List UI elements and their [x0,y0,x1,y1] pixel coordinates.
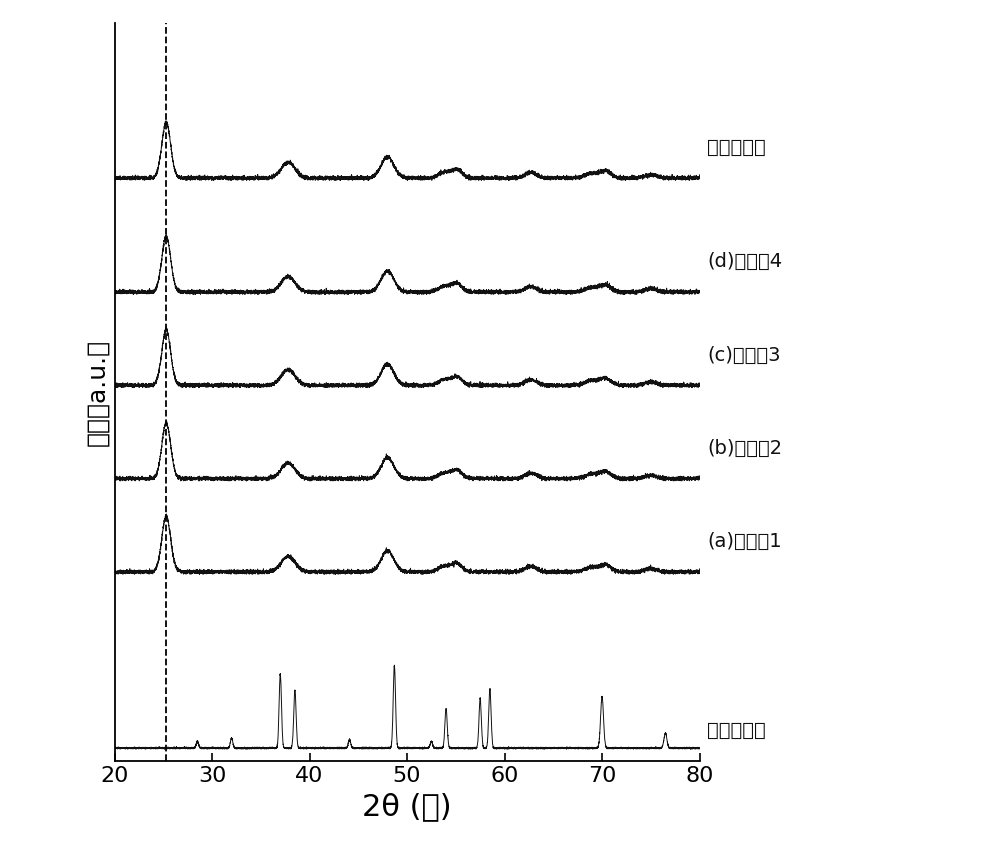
Text: (b)实施兦2: (b)实施兦2 [707,438,782,458]
Y-axis label: 强度（a.u.）: 强度（a.u.） [85,338,109,446]
Text: 纯二硫化馒: 纯二硫化馒 [707,720,766,739]
Text: (d)实施兦4: (d)实施兦4 [707,252,782,271]
X-axis label: 2θ (度): 2θ (度) [362,791,452,820]
Text: 纯二氧化馒: 纯二氧化馒 [707,138,766,157]
Text: (c)实施兦3: (c)实施兦3 [707,345,781,364]
Text: (a)实施兦1: (a)实施兦1 [707,532,782,550]
